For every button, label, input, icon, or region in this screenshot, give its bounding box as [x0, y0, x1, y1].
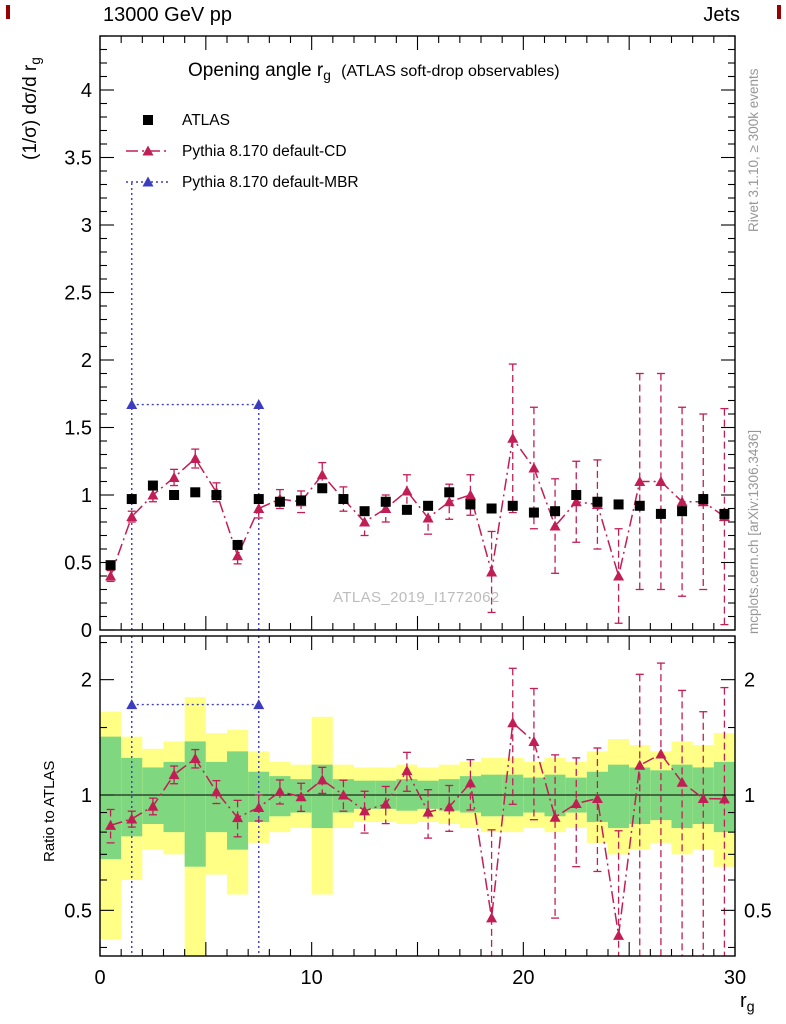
svg-text:2.5: 2.5: [64, 283, 92, 305]
svg-text:0.5: 0.5: [64, 900, 92, 922]
svg-text:10: 10: [301, 967, 323, 989]
svg-text:3.5: 3.5: [64, 148, 92, 170]
ratio-series: [105, 636, 730, 956]
legend-label-pythia-cd: Pythia 8.170 default-CD: [182, 143, 347, 160]
svg-text:0.5: 0.5: [744, 900, 772, 922]
y-axis-label-main: (1/σ) dσ/d rg: [20, 57, 44, 160]
svg-text:0: 0: [81, 620, 92, 642]
svg-text:0.5: 0.5: [64, 553, 92, 575]
edge-mark-left: [6, 5, 10, 19]
svg-text:2: 2: [744, 670, 755, 692]
legend-label-pythia-mbr: Pythia 8.170 default-MBR: [182, 174, 359, 191]
plot-title-main: Opening angle rg: [188, 60, 331, 84]
svg-text:2: 2: [81, 350, 92, 372]
svg-text:4: 4: [81, 80, 92, 102]
legend-label-atlas: ATLAS: [182, 112, 230, 129]
svg-text:2: 2: [81, 670, 92, 692]
svg-text:1: 1: [81, 485, 92, 507]
svg-text:20: 20: [512, 967, 534, 989]
ratio-uncertainty-bands: [100, 697, 735, 956]
edge-mark-right: [777, 5, 781, 19]
y-axis-label-ratio: Ratio to ATLAS: [41, 760, 58, 862]
analysis-id-watermark: ATLAS_2019_I1772062: [333, 589, 500, 606]
analysis-group-label: Jets: [703, 4, 740, 26]
svg-text:3: 3: [81, 215, 92, 237]
svg-text:1: 1: [81, 785, 92, 807]
plot-title-suffix: (ATLAS soft-drop observables): [341, 63, 560, 80]
svg-text:1: 1: [744, 785, 755, 807]
mcplots-credit-label: mcplots.cern.ch [arXiv:1306.3436]: [746, 429, 761, 634]
x-axis-label: rg: [740, 990, 755, 1016]
svg-text:1.5: 1.5: [64, 418, 92, 440]
plot-title: Opening angle rg (ATLAS soft-drop observ…: [188, 60, 560, 83]
rivet-version-label: Rivet 3.1.10, ≥ 300k events: [746, 68, 761, 232]
axes-frame: 00.511.522.533.540.5 0.51 12 20 10 20 30: [64, 35, 772, 989]
svg-text:30: 30: [724, 967, 746, 989]
main-series: [105, 181, 730, 630]
beam-energy-label: 13000 GeV pp: [103, 4, 232, 26]
svg-text:0: 0: [94, 967, 105, 989]
